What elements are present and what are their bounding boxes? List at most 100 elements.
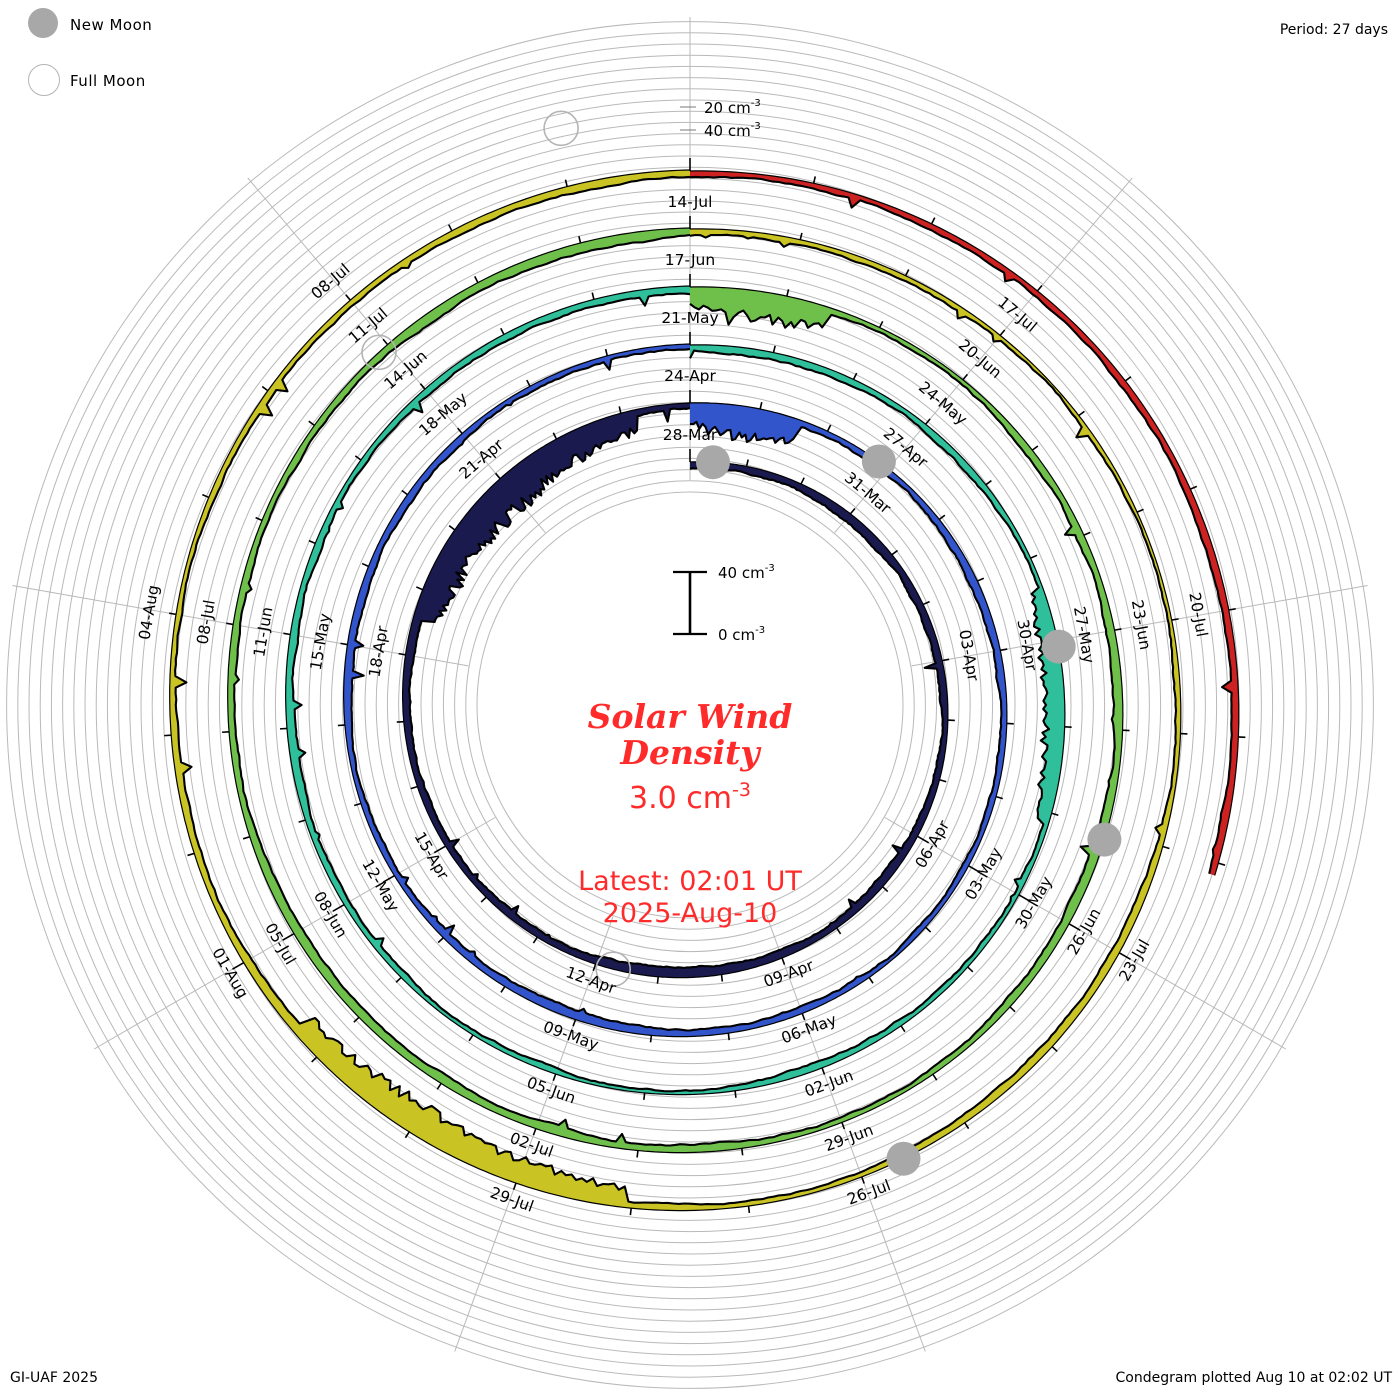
day-tick — [939, 778, 947, 783]
spiral-trace-line — [233, 233, 1116, 1147]
day-tick — [643, 1092, 646, 1100]
day-tick — [786, 289, 790, 297]
day-tick — [242, 836, 251, 840]
day-tick — [727, 1033, 730, 1041]
day-tick — [592, 963, 597, 971]
period-text: Period: 27 days — [1279, 22, 1388, 38]
day-tick — [741, 1148, 744, 1156]
day-tick — [799, 232, 803, 240]
day-tick — [552, 1073, 557, 1081]
day-tick — [772, 345, 776, 353]
full-moon-swatch-icon — [28, 64, 60, 96]
scale-bottom-label: 0 cm-3 — [718, 625, 765, 644]
day-tick — [917, 835, 930, 844]
day-tick — [226, 622, 234, 626]
spiral-trace-line — [408, 407, 944, 969]
day-tick — [826, 424, 832, 432]
spiral-date-label: 20-Jun — [955, 336, 1005, 382]
spiral-trace-line — [174, 175, 1178, 1206]
inner-scale-bar: 40 cm-3 0 cm-3 — [673, 563, 775, 644]
radial-axis-label: 40 cm-3 — [704, 121, 761, 140]
day-tick — [572, 1019, 577, 1027]
spiral-date-label: 12-May — [358, 856, 402, 915]
day-tick — [474, 276, 479, 284]
new-moon-marker — [1087, 822, 1122, 857]
center-value: 3.0 cm-3 — [629, 779, 751, 816]
day-tick — [904, 269, 910, 277]
day-tick — [500, 327, 505, 335]
day-tick — [308, 420, 315, 427]
spiral-date-label: 17-Jun — [665, 251, 715, 269]
day-tick — [925, 418, 931, 425]
spiral-baseline — [169, 169, 1182, 1212]
day-tick — [1083, 531, 1091, 536]
day-tick — [1078, 410, 1085, 417]
day-tick — [447, 224, 453, 232]
day-tick — [457, 427, 463, 434]
day-tick — [938, 514, 946, 521]
day-tick — [564, 179, 568, 187]
day-tick — [578, 235, 582, 244]
day-tick — [900, 1025, 906, 1033]
new-moon-legend-label: New Moon — [70, 16, 153, 34]
day-tick — [1228, 607, 1236, 611]
day-tick — [821, 1067, 826, 1075]
day-tick — [812, 176, 817, 184]
center-title-line2: Density — [619, 733, 762, 772]
day-tick — [398, 652, 406, 656]
center-latest-time: Latest: 02:01 UT — [578, 866, 802, 897]
day-tick — [1114, 628, 1122, 631]
day-tick — [353, 802, 362, 807]
day-tick — [1051, 812, 1059, 817]
credit-text: GI-UAF 2025 — [10, 1370, 98, 1386]
day-tick — [656, 976, 660, 984]
day-tick — [999, 329, 1006, 336]
day-tick — [759, 402, 763, 410]
spiral-date-label: 08-Jul — [193, 598, 218, 645]
day-tick — [382, 338, 389, 346]
day-tick — [942, 658, 950, 662]
day-tick — [849, 507, 856, 515]
day-tick — [468, 1034, 474, 1042]
day-tick — [255, 516, 263, 522]
day-tick — [187, 852, 195, 857]
spiral-date-label: 11-Jun — [250, 606, 276, 659]
day-tick — [437, 937, 444, 944]
spiral-date-label: 14-Jul — [668, 193, 713, 211]
day-tick — [720, 974, 724, 982]
day-tick — [636, 1150, 639, 1158]
spiral-date-label: 03-Apr — [955, 628, 982, 683]
day-tick — [1218, 862, 1226, 866]
day-tick — [964, 1122, 970, 1130]
day-tick — [1031, 445, 1039, 451]
day-tick — [401, 489, 408, 496]
day-tick — [629, 1208, 632, 1216]
spiral-traces — [164, 158, 1246, 1216]
spiral-trace-line — [689, 175, 1233, 874]
day-tick — [604, 348, 609, 357]
day-tick — [202, 493, 210, 499]
spiral-date-label: 27-May — [1070, 605, 1098, 665]
day-tick — [747, 1205, 751, 1214]
day-tick — [1068, 923, 1081, 932]
full-moon-marker — [543, 110, 579, 147]
day-tick — [1036, 285, 1043, 292]
scale-top-label: 40 cm-3 — [718, 563, 775, 582]
day-tick — [1136, 508, 1144, 513]
day-tick — [985, 479, 992, 486]
spiral-trace-line — [350, 348, 1003, 1032]
day-tick — [232, 961, 245, 970]
day-tick — [962, 373, 969, 381]
spiral-baseline — [343, 343, 1008, 1038]
center-title-line1: Solar Wind — [588, 697, 793, 736]
day-tick — [332, 903, 345, 912]
new-moon-swatch-icon — [28, 8, 58, 38]
new-moon-marker — [861, 444, 896, 479]
spiral-date-label: 24-Apr — [664, 367, 716, 385]
day-tick — [801, 1013, 806, 1021]
day-tick — [415, 586, 424, 591]
day-tick — [1018, 894, 1031, 903]
day-tick — [552, 432, 558, 440]
day-tick — [395, 976, 402, 983]
day-tick — [1009, 1006, 1016, 1013]
